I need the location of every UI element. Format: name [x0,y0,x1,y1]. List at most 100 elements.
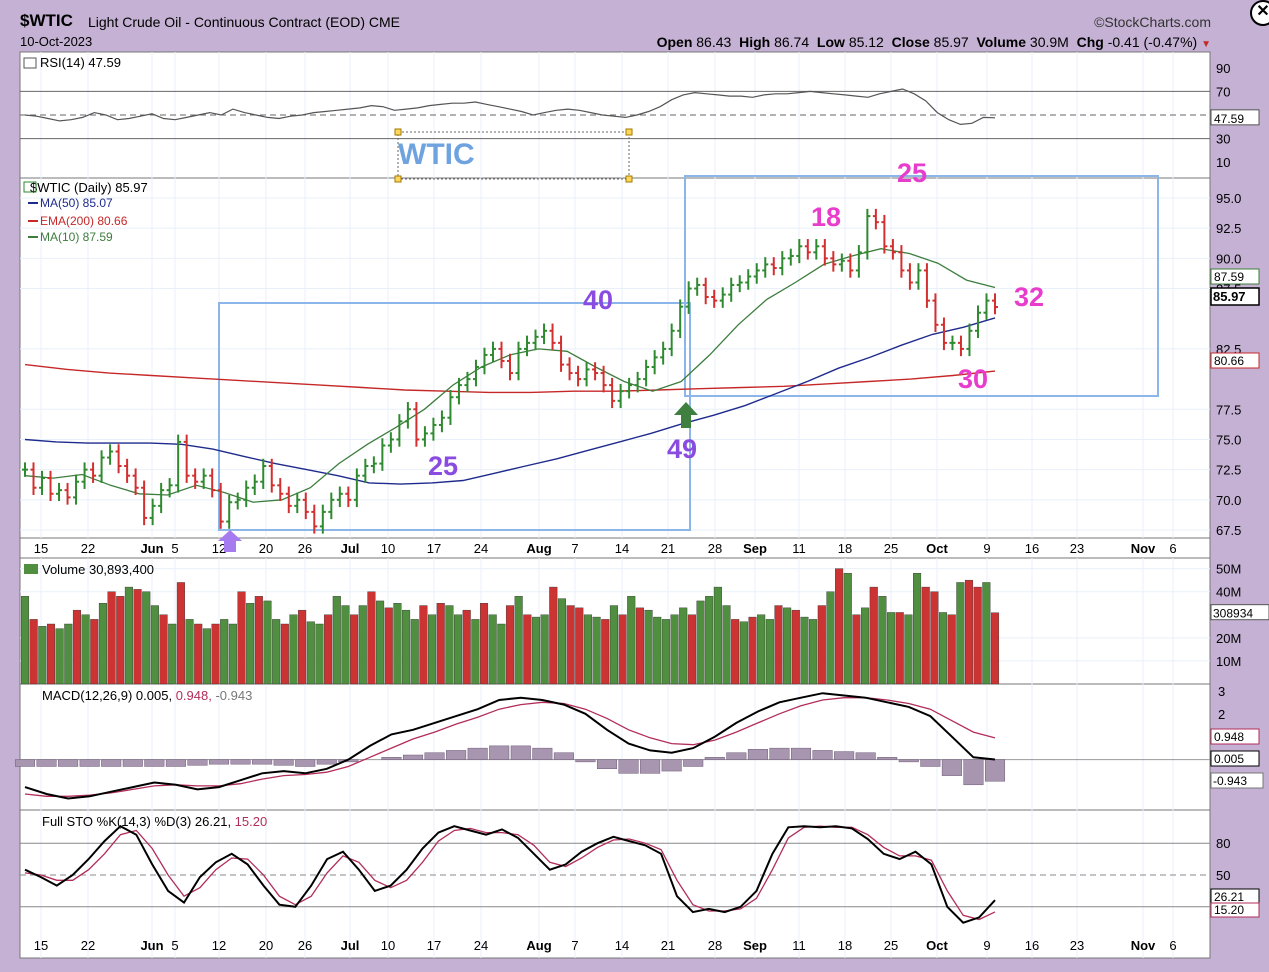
x-tick-label: 17 [427,541,441,556]
rsi-line [24,88,996,126]
macd-line [24,692,996,800]
macd-histogram-bar [683,759,704,767]
volume-bar [29,619,38,685]
macd-histogram-bar [747,749,768,760]
volume-bar [705,596,714,685]
volume-bar [661,619,670,685]
volume-bar [731,619,740,685]
cycle-count-label: 49 [667,434,697,464]
volume-bar [739,621,748,685]
chg-down-icon: ▼ [1201,39,1211,50]
x-tick-label: Sep [743,541,767,556]
macd-histogram-bar [790,747,812,760]
volume-bar [939,612,948,685]
macd-histogram-bar [230,759,251,765]
annotation-handle [625,128,633,136]
price-tick-label: 70.0 [1216,493,1241,508]
rsi-value-box [1210,109,1260,126]
x-tick-label: 26 [298,541,312,556]
volume-bar [315,623,324,685]
volume-bar [887,612,896,685]
ema200-value-label: 80.66 [1214,354,1244,368]
macd-histogram-bar [424,752,445,760]
volume-bar [168,623,177,685]
x-tick-label: Aug [526,938,551,953]
x-tick-label: 23 [1070,938,1084,953]
volume-bar [687,614,696,685]
x-tick-label: 22 [81,541,95,556]
volume-tick-label: 40M [1216,585,1241,600]
annotation-handle [394,175,402,183]
macd-histogram-bar [58,759,79,767]
price-legend-label: $WTIC (Daily) 85.97 [30,180,148,195]
x-tick-label: Nov [1131,541,1156,556]
volume-bar [835,568,844,685]
sto-label: Full STO %K(14,3) %D(3) 26.21, 15.20 [42,814,267,829]
volume-bar [142,591,151,685]
volume-bar [462,609,471,685]
open-label: Open [656,34,693,50]
volume-bar [653,616,662,685]
exchange-label: CME [368,14,401,30]
close-icon[interactable]: ✕ [1250,0,1269,26]
volume-bar [843,573,852,685]
x-tick-label: 23 [1070,541,1084,556]
volume-bar [557,598,566,685]
volume-bar [722,605,731,685]
volume-bar [471,619,480,685]
volume-bar [289,614,298,685]
price-tick-label: 67.5 [1216,523,1241,538]
volume-bar [913,573,922,685]
rsi-tick-label: 70 [1216,84,1230,99]
volume-bar [575,607,584,685]
volume-bar [540,614,549,685]
panel-sto [19,809,1211,959]
ma10-value-label: 87.59 [1214,270,1244,284]
rsi-panel-icon [23,57,37,69]
volume-tick-label: 20M [1216,631,1241,646]
close-value-box [1210,287,1260,306]
symbol-label: $WTIC [20,11,73,30]
macd-histogram-bar [165,759,186,767]
macd-value: 0.005 [1214,752,1244,766]
annotation-handle [625,175,633,183]
low-label: Low [816,34,845,50]
volume-value: 30.9M [1029,34,1069,50]
wtic-annotation-box [397,131,630,180]
cycle-count-label: 32 [1014,282,1044,312]
volume-bar [523,614,532,685]
panel-macd [19,683,1211,811]
macd-histogram-bar [812,750,833,760]
volume-bar [64,623,73,685]
volume-bar [202,628,211,685]
volume-bar [38,626,47,685]
macd-histogram-bar [834,751,855,760]
volume-bar [826,591,835,685]
x-tick-label: Jun [140,938,163,953]
macd-histogram-bar [898,759,919,763]
volume-bar [895,612,904,685]
title-text: Light Crude Oil - Continuous Contract (E… [88,14,365,30]
ma50-legend-label: MA(50) 85.07 [40,196,113,210]
macd-histogram-bar [489,745,510,760]
volume-bar [384,607,393,685]
macd-histogram-bar [36,759,57,767]
price-tick-label: 95.0 [1216,191,1241,206]
price-tick-label: 92.5 [1216,221,1241,236]
volume-bar [601,619,610,685]
volume-bar [531,616,541,685]
volume-bar [990,612,1000,685]
volume-bar [298,609,307,685]
volume-bar [696,600,705,685]
macd-histogram-bar [984,759,1006,782]
sto-d-value-box [1210,902,1260,918]
volume-bar [549,586,558,685]
volume-bar [670,614,679,685]
x-tick-label: 21 [661,938,675,953]
volume-bar [98,603,107,685]
volume-bar [402,609,411,685]
volume-bar [454,614,463,685]
volume-bar [133,589,142,685]
volume-bar [324,614,333,685]
volume-bar [956,582,965,685]
